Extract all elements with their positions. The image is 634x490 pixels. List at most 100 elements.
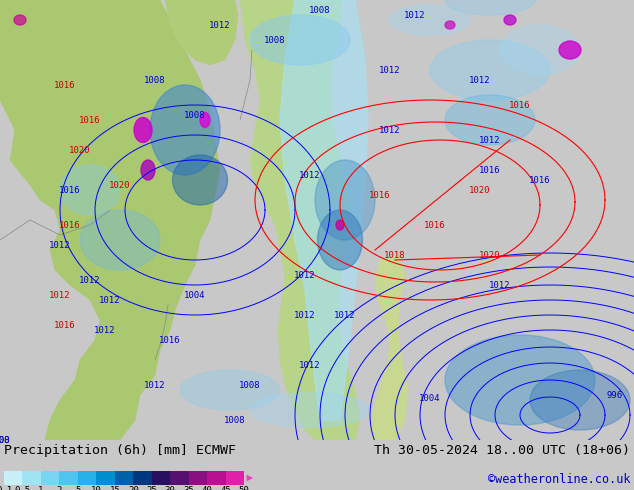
Text: ©weatheronline.co.uk: ©weatheronline.co.uk (488, 473, 630, 486)
Bar (96, 471, 115, 485)
Text: 1008: 1008 (264, 35, 286, 45)
Text: 1008: 1008 (145, 75, 165, 84)
Ellipse shape (390, 5, 470, 35)
Ellipse shape (500, 25, 580, 75)
Text: Th 30-05-2024 18..00 UTC (18+06): Th 30-05-2024 18..00 UTC (18+06) (374, 444, 630, 457)
Text: 1004: 1004 (184, 291, 206, 299)
Text: 35: 35 (183, 486, 194, 490)
Bar (170, 471, 189, 485)
Ellipse shape (315, 160, 375, 240)
Ellipse shape (336, 220, 344, 230)
Text: Precipitation (6h) [mm] ECMWF: Precipitation (6h) [mm] ECMWF (4, 444, 236, 457)
Text: 1018: 1018 (384, 250, 406, 260)
Text: 1012: 1012 (145, 381, 165, 390)
Text: 1016: 1016 (529, 175, 551, 185)
Ellipse shape (150, 85, 220, 175)
Polygon shape (370, 255, 408, 440)
Text: 1012: 1012 (209, 21, 231, 29)
Text: 1008: 1008 (224, 416, 246, 424)
Ellipse shape (180, 370, 280, 410)
Ellipse shape (430, 40, 550, 100)
Bar (60, 471, 79, 485)
Bar (133, 471, 152, 485)
Text: 0.1: 0.1 (0, 486, 12, 490)
Ellipse shape (250, 15, 350, 65)
Text: 1000: 1000 (0, 436, 11, 444)
Bar (189, 471, 207, 485)
Text: 1016: 1016 (55, 320, 75, 329)
Text: 30: 30 (165, 486, 176, 490)
Ellipse shape (141, 160, 155, 180)
Text: 1016: 1016 (59, 186, 81, 195)
Text: 1: 1 (38, 486, 44, 490)
Text: 1012: 1012 (379, 125, 401, 134)
Text: 1012: 1012 (94, 325, 116, 335)
Bar (115, 471, 134, 485)
Ellipse shape (318, 210, 363, 270)
Ellipse shape (445, 21, 455, 29)
Text: 5: 5 (75, 486, 81, 490)
Text: 1012: 1012 (49, 241, 71, 249)
Text: 1012: 1012 (469, 75, 491, 84)
Text: 1020: 1020 (469, 186, 491, 195)
Text: 1016: 1016 (59, 220, 81, 229)
Text: 1012: 1012 (294, 311, 316, 319)
Ellipse shape (200, 113, 210, 127)
Text: 1020: 1020 (69, 146, 91, 154)
Bar (22, 471, 41, 485)
Text: 1012: 1012 (299, 171, 321, 179)
Text: 1016: 1016 (509, 100, 531, 109)
Text: 1012: 1012 (100, 295, 120, 304)
Text: 50: 50 (238, 486, 249, 490)
Ellipse shape (14, 15, 26, 25)
Text: 1016: 1016 (369, 191, 391, 199)
Text: 10: 10 (91, 486, 101, 490)
Ellipse shape (172, 155, 228, 205)
Text: 15: 15 (110, 486, 120, 490)
Bar (152, 471, 171, 485)
Text: 1008: 1008 (0, 436, 11, 444)
Bar (78, 471, 97, 485)
Text: 996: 996 (607, 391, 623, 399)
Text: 0.5: 0.5 (15, 486, 30, 490)
Polygon shape (0, 0, 220, 440)
Text: 20: 20 (128, 486, 139, 490)
Text: 1008: 1008 (309, 5, 331, 15)
Text: 1008: 1008 (239, 381, 261, 390)
Ellipse shape (134, 118, 152, 143)
Ellipse shape (445, 335, 595, 425)
Text: 2: 2 (56, 486, 62, 490)
Text: 1016: 1016 (479, 166, 501, 174)
Text: 1012: 1012 (79, 275, 101, 285)
Bar (226, 471, 245, 485)
Text: 1012: 1012 (379, 66, 401, 74)
Text: 1004: 1004 (419, 393, 441, 402)
Bar (41, 471, 60, 485)
Text: 1012: 1012 (489, 280, 511, 290)
Bar (4, 471, 23, 485)
Text: 1016: 1016 (159, 336, 181, 344)
Ellipse shape (60, 165, 120, 215)
Text: 1016: 1016 (424, 220, 446, 229)
Ellipse shape (530, 370, 630, 430)
Bar (207, 471, 226, 485)
Ellipse shape (445, 0, 535, 15)
Text: 1016: 1016 (79, 116, 101, 124)
Ellipse shape (250, 392, 370, 427)
Text: 1012: 1012 (299, 361, 321, 369)
Polygon shape (240, 0, 360, 440)
Ellipse shape (80, 210, 160, 270)
Polygon shape (165, 0, 238, 65)
Text: 1012: 1012 (49, 291, 71, 299)
Text: 40: 40 (202, 486, 212, 490)
Text: 1012: 1012 (404, 10, 426, 20)
Text: 1012: 1012 (294, 270, 316, 279)
Text: 1020: 1020 (479, 250, 501, 260)
Text: 1020: 1020 (109, 180, 131, 190)
Ellipse shape (559, 41, 581, 59)
Polygon shape (280, 0, 368, 420)
Text: 1016: 1016 (55, 80, 75, 90)
Text: 1012: 1012 (479, 136, 501, 145)
Ellipse shape (504, 15, 516, 25)
Text: 25: 25 (146, 486, 157, 490)
